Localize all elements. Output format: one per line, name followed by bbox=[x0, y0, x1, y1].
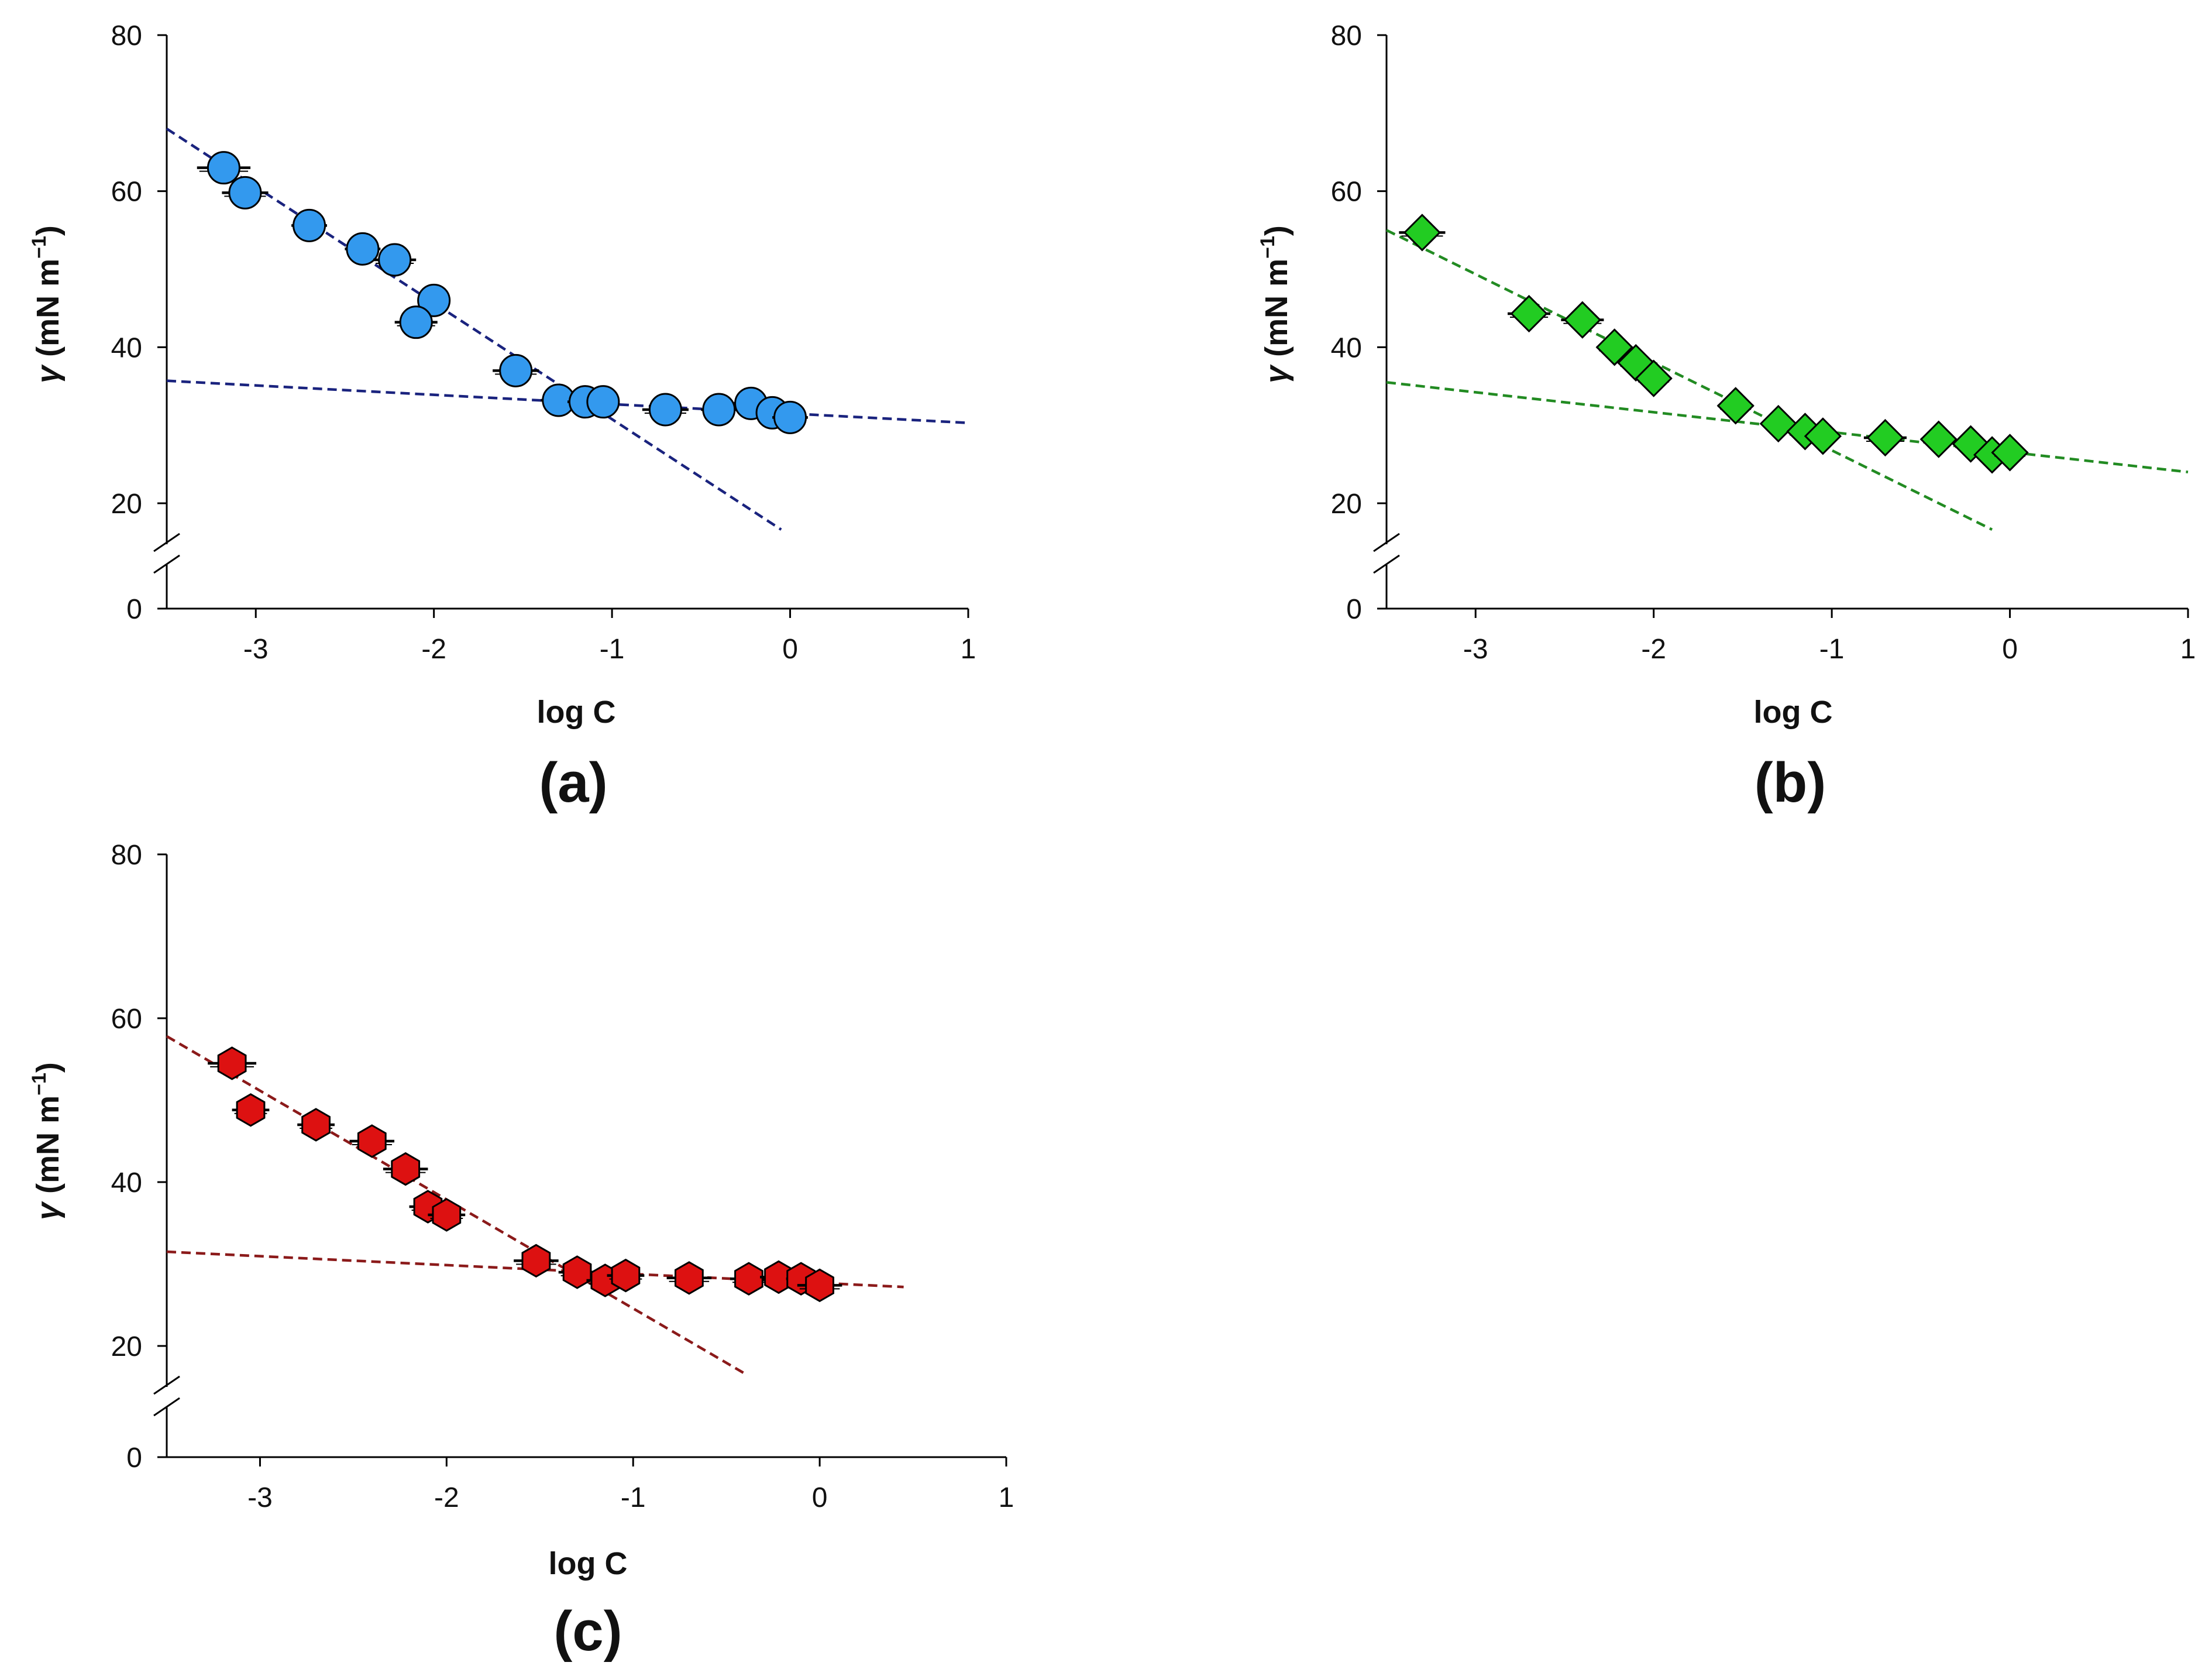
panel-b-xtick-label--3: -3 bbox=[1463, 634, 1488, 665]
panel-b-data-point-8 bbox=[1759, 404, 1797, 443]
panel-c-ylabel: γ (mN m−1) bbox=[28, 1062, 66, 1220]
panel-c-data-point-7 bbox=[432, 1198, 462, 1232]
panel-c-axis-break-mark-2 bbox=[153, 1397, 180, 1417]
panel-c-xlabel: log C bbox=[549, 1546, 628, 1581]
panel-c-ytick-label-40: 40 bbox=[111, 1167, 142, 1198]
panel-b-ytick-label-0: 0 bbox=[1346, 594, 1362, 625]
panel-a-data-point-1 bbox=[207, 151, 240, 185]
panel-c-data-point-1 bbox=[217, 1046, 247, 1080]
panel-a-data-point-4 bbox=[346, 232, 380, 266]
panel-b-xtick-label-1: 1 bbox=[2180, 634, 2196, 665]
panel-b-data-point-7 bbox=[1716, 387, 1755, 425]
panel-c-fit-line-1 bbox=[166, 1035, 746, 1375]
panel-a-data-point-2 bbox=[228, 176, 262, 210]
panel-a-fit-line-1 bbox=[166, 128, 782, 531]
panel-c: (c) log C γ (mN m−1) 0 20 40 60 80 -3 -2 -1 0 1 bbox=[28, 840, 1014, 1663]
panel-c-data-point-3 bbox=[301, 1108, 331, 1142]
panel-c-label: (c) bbox=[553, 1600, 622, 1663]
panel-c-data-point-5 bbox=[391, 1152, 421, 1186]
panel-c-axis-break-mark-1 bbox=[153, 1375, 180, 1395]
panel-a-data-point-11 bbox=[586, 385, 620, 419]
panel-c-data-point-9 bbox=[562, 1255, 592, 1289]
panel-c-ytick-label-60: 60 bbox=[111, 1004, 142, 1035]
panel-a-xtick-label-1: 1 bbox=[961, 634, 976, 665]
panel-a-ytick-label-20: 20 bbox=[111, 489, 142, 520]
panel-b-ytick-label-20: 20 bbox=[1331, 489, 1362, 520]
panel-a-xlabel: log C bbox=[537, 695, 616, 730]
panel-b-data-point-15 bbox=[1991, 434, 2029, 472]
panel-c-ytick-label-0: 0 bbox=[126, 1443, 142, 1474]
panel-a-ytick-label-80: 80 bbox=[111, 20, 142, 51]
panel-a-xtick-label--3: -3 bbox=[243, 634, 269, 665]
panel-a-xtick-label--1: -1 bbox=[600, 634, 625, 665]
panel-b-xtick-label--1: -1 bbox=[1819, 634, 1845, 665]
panel-a-data-point-8 bbox=[499, 353, 533, 387]
panel-a-ytick-label-0: 0 bbox=[126, 594, 142, 625]
panel-b-ytick-label-60: 60 bbox=[1331, 177, 1362, 208]
panel-b-data-point-11 bbox=[1866, 418, 1904, 457]
panel-c-xtick-label--1: -1 bbox=[621, 1482, 646, 1513]
panel-c-ytick-label-20: 20 bbox=[111, 1331, 142, 1362]
panel-a-data-point-13 bbox=[702, 393, 736, 427]
panel-a-ytick-label-40: 40 bbox=[111, 332, 142, 363]
panel-b-fit-line-1 bbox=[1386, 229, 1993, 531]
panel-a-data-point-12 bbox=[648, 393, 682, 427]
panel-b-data-point-2 bbox=[1510, 294, 1548, 333]
panel-a-label: (a) bbox=[539, 751, 607, 814]
panel-c-xtick-label-1: 1 bbox=[999, 1482, 1014, 1513]
panel-c-xtick-label-0: 0 bbox=[812, 1482, 828, 1513]
panel-a-data-point-16 bbox=[773, 400, 807, 434]
panel-b-data-point-6 bbox=[1635, 359, 1673, 397]
panel-b-data-point-10 bbox=[1804, 417, 1842, 455]
panel-a-ylabel: γ (mN m−1) bbox=[28, 225, 66, 383]
panel-a-data-point-5 bbox=[378, 243, 412, 277]
panel-c-ytick-label-80: 80 bbox=[111, 840, 142, 871]
panel-b-xtick-label--2: -2 bbox=[1641, 634, 1666, 665]
panel-a-xtick-label--2: -2 bbox=[421, 634, 446, 665]
panel-b-axis-break-mark-2 bbox=[1373, 554, 1400, 574]
panel-b-data-point-3 bbox=[1563, 301, 1602, 339]
panel-a-data-point-3 bbox=[293, 208, 326, 242]
panel-c-data-point-2 bbox=[236, 1093, 266, 1127]
panel-a-axis-break-mark-1 bbox=[153, 533, 180, 552]
panel-c-data-point-12 bbox=[675, 1261, 704, 1295]
panel-c-data-point-13 bbox=[734, 1262, 763, 1296]
panel-b-axis-break-mark-1 bbox=[1373, 533, 1400, 552]
panel-a-axis-break-mark-2 bbox=[153, 554, 180, 574]
panel-c-xtick-label--2: -2 bbox=[434, 1482, 459, 1513]
panel-c-xtick-label--3: -3 bbox=[247, 1482, 273, 1513]
panel-a-ytick-label-60: 60 bbox=[111, 177, 142, 208]
panel-b-data-point-4 bbox=[1595, 328, 1633, 366]
panel-a: (a) log C γ (mN m−1) 0 20 40 60 80 -3 -2 -1 0 1 bbox=[28, 20, 976, 814]
panel-c-data-point-16 bbox=[805, 1268, 834, 1303]
panel-b-ylabel: γ (mN m−1) bbox=[1257, 225, 1294, 383]
panel-b-ytick-label-40: 40 bbox=[1331, 332, 1362, 363]
panel-b-label: (b) bbox=[1755, 751, 1826, 814]
panel-a-data-point-6 bbox=[417, 283, 451, 317]
panel-c-data-point-8 bbox=[521, 1244, 551, 1278]
panel-b-xtick-label-0: 0 bbox=[2002, 634, 2018, 665]
panel-b-ytick-label-80: 80 bbox=[1331, 20, 1362, 51]
panel-b-data-point-12 bbox=[1919, 420, 1958, 458]
panel-b: (b) log C γ (mN m−1) 0 20 40 60 80 -3 -2 -1 0 1 bbox=[1257, 20, 2196, 814]
panel-a-xtick-label-0: 0 bbox=[782, 634, 798, 665]
panel-a-data-point-7 bbox=[399, 305, 433, 339]
panel-b-xlabel: log C bbox=[1754, 695, 1833, 730]
panel-c-data-point-4 bbox=[357, 1124, 387, 1158]
panel-c-data-point-11 bbox=[611, 1258, 641, 1293]
panel-b-data-point-1 bbox=[1403, 214, 1442, 252]
